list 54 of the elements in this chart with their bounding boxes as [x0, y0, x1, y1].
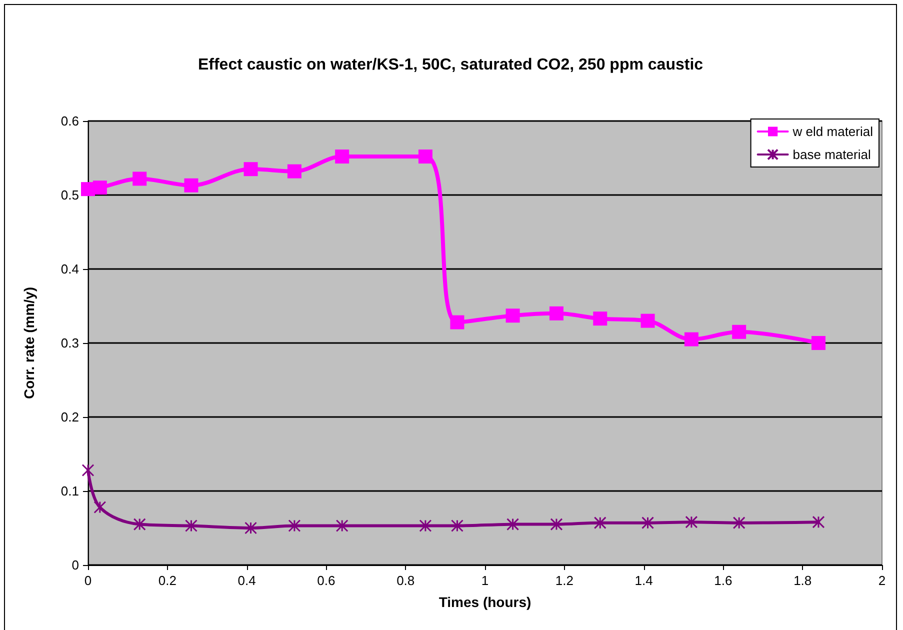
legend-label: w eld material: [792, 124, 874, 139]
point: [92, 180, 107, 195]
y-tick-label: 0: [72, 558, 79, 572]
y-tick-label: 0.1: [60, 484, 79, 498]
point: [732, 324, 746, 339]
point: [550, 518, 563, 531]
point: [244, 522, 258, 534]
point: [132, 172, 147, 186]
point: [549, 306, 564, 320]
point: [642, 516, 654, 530]
chart-title: Effect caustic on water/KS-1, 50C, saturated CO2, 250 ppm caustic: [198, 56, 704, 74]
x-tick-label: 2: [878, 573, 886, 588]
point: [419, 520, 432, 532]
point: [94, 501, 106, 514]
point: [450, 315, 464, 330]
point: [244, 162, 258, 176]
y-axis-title: Corr. rate (mm/y): [21, 286, 37, 400]
point: [506, 308, 520, 323]
point: [812, 516, 825, 528]
x-tick-label: 0.6: [317, 573, 336, 588]
x-tick-label: 1.8: [794, 573, 812, 588]
x-tick-label: 0.4: [238, 573, 256, 588]
x-tick-label: 0.2: [158, 573, 176, 588]
point: [184, 178, 198, 192]
x-tick-label: 0.8: [396, 573, 415, 588]
y-tick-label: 0.2: [60, 410, 79, 424]
x-axis-title: Times (hours): [438, 594, 532, 610]
point: [685, 516, 698, 528]
point: [335, 150, 350, 164]
x-tick-label: 1.6: [714, 573, 732, 588]
point: [82, 464, 94, 477]
point: [450, 520, 464, 532]
point: [811, 336, 826, 350]
legend-label: base material: [792, 147, 871, 162]
x-tick-label: 1.4: [634, 573, 653, 588]
point: [506, 518, 520, 531]
x-tick-label: 0: [84, 573, 92, 588]
y-tick-label: 0.4: [60, 262, 79, 276]
point: [288, 520, 301, 532]
point: [732, 516, 746, 530]
y-tick-label: 0.5: [60, 188, 79, 202]
point: [684, 332, 698, 346]
point: [336, 520, 348, 532]
y-tick-label: 0.6: [60, 114, 79, 128]
point: [593, 312, 608, 326]
point: [133, 518, 146, 531]
x-tick-label: 1.2: [555, 573, 574, 588]
point: [184, 520, 198, 532]
point: [640, 314, 655, 328]
point: [287, 164, 302, 178]
point: [594, 516, 606, 530]
x-tick-label: 1: [481, 573, 489, 588]
y-tick-label: 0.3: [60, 336, 79, 350]
point: [418, 150, 432, 164]
